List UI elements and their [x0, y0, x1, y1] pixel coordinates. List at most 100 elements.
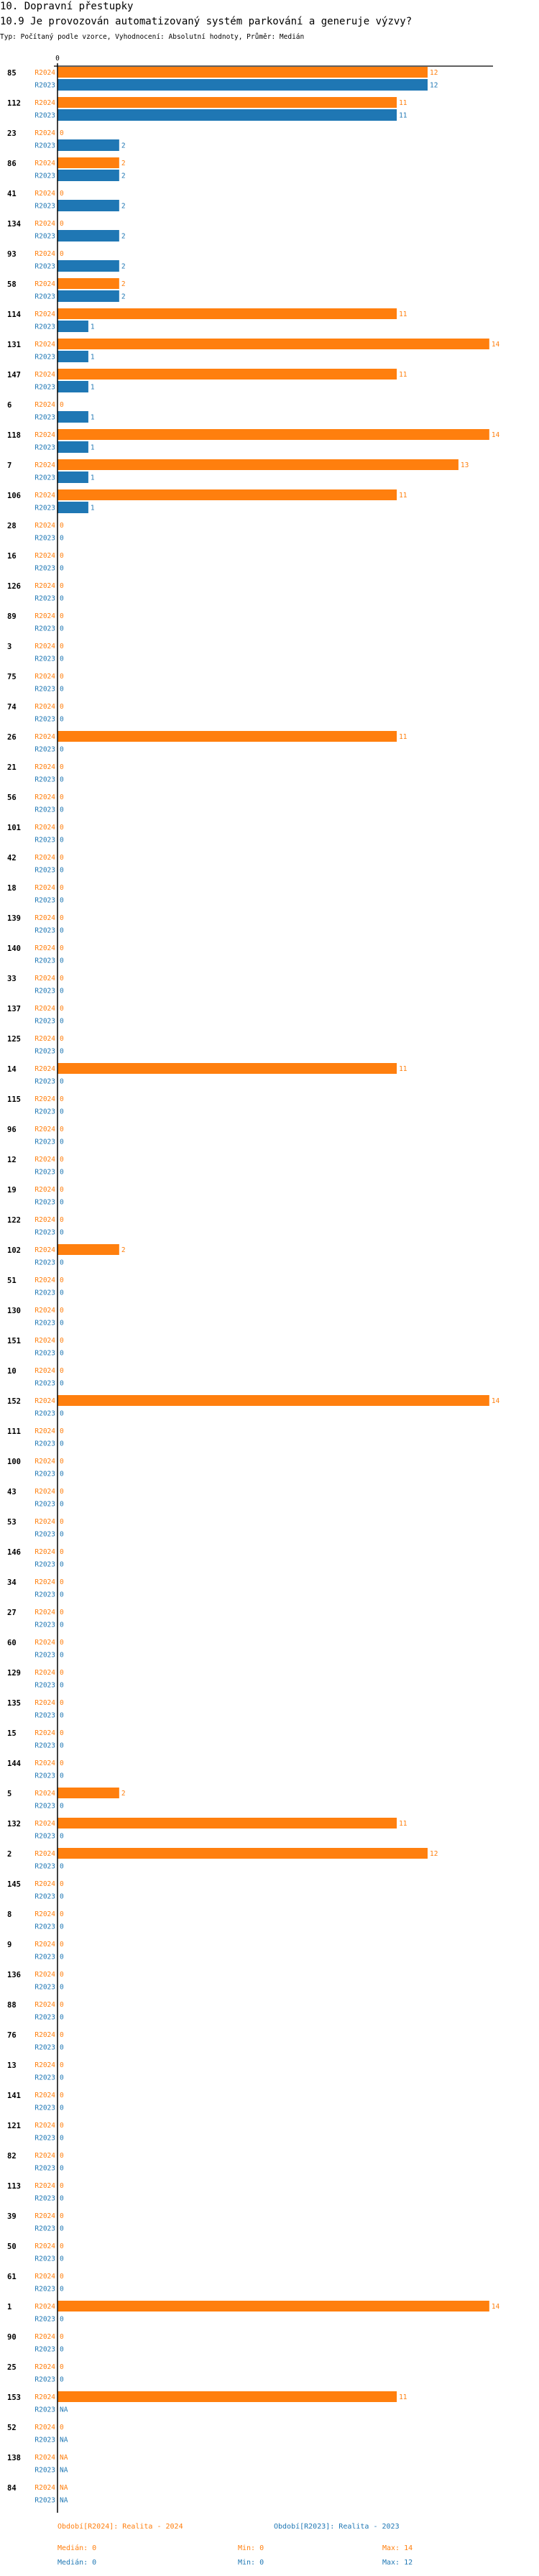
series-label: R2023: [34, 957, 55, 965]
data-label: 0: [60, 612, 64, 620]
data-label: 0: [60, 2212, 64, 2220]
series-label: R2023: [34, 2346, 55, 2354]
data-label: 0: [60, 927, 64, 935]
data-label: 0: [60, 975, 64, 983]
category-label: 101: [7, 824, 21, 832]
series-label: R2024: [34, 2393, 55, 2401]
data-label: 0: [60, 703, 64, 711]
category-label: 114: [7, 310, 21, 319]
series-label: R2023: [34, 2376, 55, 2384]
data-label: 0: [60, 2044, 64, 2052]
category-label: 84: [7, 2484, 17, 2493]
category-label: 111: [7, 1427, 21, 1436]
category-label: 126: [7, 582, 21, 591]
category-label: 18: [7, 884, 17, 893]
data-label: 0: [60, 2273, 64, 2281]
series-label: R2023: [34, 1833, 55, 1841]
data-label: 2: [121, 172, 126, 180]
data-label: 1: [91, 354, 95, 362]
category-label: 88: [7, 2001, 17, 2010]
data-label: 11: [399, 733, 407, 741]
series-label: R2024: [34, 2122, 55, 2130]
series-label: R2024: [34, 401, 55, 409]
series-label: R2023: [34, 1803, 55, 1811]
data-label: 0: [60, 1518, 64, 1526]
data-label: 0: [60, 2074, 64, 2082]
stat-median-r2024: Medián: 0: [57, 2544, 97, 2552]
series-label: R2023: [34, 1018, 55, 1026]
series-label: R2024: [34, 582, 55, 590]
series-label: R2024: [34, 129, 55, 137]
data-label: 11: [399, 310, 407, 318]
series-label: R2024: [34, 1095, 55, 1103]
bar-r2024: [57, 459, 459, 470]
series-label: R2023: [34, 1954, 55, 1961]
bar-r2024: [57, 429, 489, 440]
series-label: R2023: [34, 1561, 55, 1569]
data-label: 0: [60, 1669, 64, 1677]
data-label: 0: [60, 867, 64, 875]
data-label: 0: [60, 1712, 64, 1720]
series-label: R2024: [34, 612, 55, 620]
data-label: 0: [60, 1108, 64, 1116]
series-label: R2024: [34, 1186, 55, 1194]
data-label: 0: [60, 1548, 64, 1556]
data-label: 0: [60, 2014, 64, 2022]
series-label: R2023: [34, 595, 55, 603]
bar-r2024: [57, 369, 397, 380]
data-label: 0: [60, 1742, 64, 1750]
series-label: R2024: [34, 1548, 55, 1556]
data-label: 0: [60, 1760, 64, 1767]
data-label: NA: [60, 2497, 68, 2505]
series-label: R2024: [34, 1971, 55, 1979]
series-label: R2024: [34, 2424, 55, 2432]
category-label: 140: [7, 944, 21, 953]
category-label: 152: [7, 1397, 21, 1406]
data-label: 0: [60, 2061, 64, 2069]
category-label: 58: [7, 280, 17, 289]
data-label: 0: [60, 595, 64, 603]
series-label: R2023: [34, 1863, 55, 1871]
series-label: R2024: [34, 2031, 55, 2039]
series-label: R2024: [34, 1729, 55, 1737]
data-label: 12: [430, 1850, 438, 1858]
data-label: 0: [60, 1126, 64, 1133]
bar-r2024: [57, 1063, 397, 1074]
series-label: R2023: [34, 1652, 55, 1660]
series-label: R2023: [34, 746, 55, 754]
series-label: R2024: [34, 160, 55, 167]
series-label: R2024: [34, 2303, 55, 2311]
data-label: 0: [60, 1833, 64, 1841]
data-label: 0: [60, 686, 64, 694]
series-label: R2024: [34, 1790, 55, 1798]
bar-r2023: [57, 351, 88, 362]
data-label: 0: [60, 1652, 64, 1660]
series-label: R2023: [34, 2014, 55, 2022]
data-label: 0: [60, 1216, 64, 1224]
category-label: 27: [7, 1609, 17, 1617]
bar-r2023: [57, 441, 88, 453]
category-label: 39: [7, 2212, 17, 2221]
series-label: R2024: [34, 492, 55, 500]
category-label: 153: [7, 2393, 21, 2402]
bar-r2023: [57, 79, 428, 91]
series-label: R2024: [34, 914, 55, 922]
category-label: 21: [7, 763, 17, 772]
stat-min-r2024: Min: 0: [238, 2544, 264, 2552]
category-label: 41: [7, 190, 17, 198]
category-label: 113: [7, 2182, 21, 2191]
data-label: 0: [60, 914, 64, 922]
category-label: 131: [7, 341, 21, 349]
series-label: R2024: [34, 341, 55, 349]
data-label: 1: [91, 444, 95, 452]
data-label: 0: [60, 656, 64, 663]
chart-meta: Typ: Počítaný podle vzorce, Vyhodnocení:…: [0, 33, 305, 41]
data-label: 0: [60, 2122, 64, 2130]
data-label: 0: [60, 2286, 64, 2294]
data-label: NA: [60, 2437, 68, 2444]
series-label: R2023: [34, 1320, 55, 1328]
category-label: 75: [7, 673, 17, 681]
data-label: 1: [91, 414, 95, 422]
category-label: 118: [7, 431, 21, 440]
data-label: 0: [60, 2255, 64, 2263]
